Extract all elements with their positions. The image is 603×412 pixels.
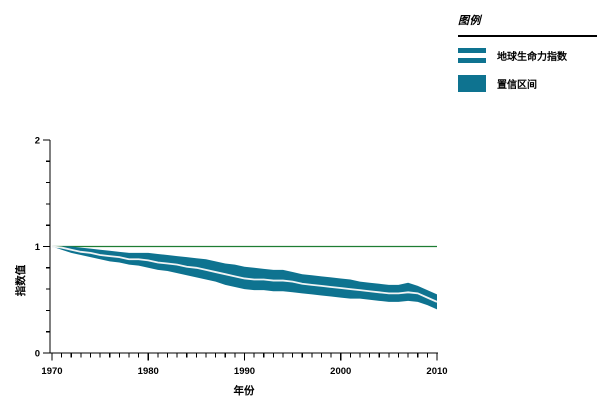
ci-swatch-icon bbox=[458, 75, 486, 92]
legend-divider bbox=[458, 35, 597, 37]
y-tick-label-2: 2 bbox=[35, 136, 40, 147]
legend: 图例 地球生命力指数 置信区间 bbox=[458, 12, 597, 104]
x-tick-label-1970: 1970 bbox=[41, 366, 62, 377]
y-tick-label-1: 1 bbox=[35, 242, 41, 253]
lpi-line-band-swatch-icon bbox=[458, 48, 486, 63]
legend-label-ci: 置信区间 bbox=[497, 80, 537, 91]
y-axis-title: 指数值 bbox=[14, 264, 27, 296]
legend-title: 图例 bbox=[458, 15, 481, 27]
legend-item-lpi: 地球生命力指数 bbox=[458, 48, 597, 63]
x-tick-label-2000: 2000 bbox=[330, 366, 351, 377]
x-tick-label-1980: 1980 bbox=[138, 366, 159, 377]
x-tick-label-2010: 2010 bbox=[426, 366, 447, 377]
x-tick-label-1990: 1990 bbox=[234, 366, 255, 377]
y-tick-label-0: 0 bbox=[35, 349, 40, 360]
lpi-index-line bbox=[51, 245, 438, 303]
x-axis-title: 年份 bbox=[234, 384, 255, 397]
legend-item-ci: 置信区间 bbox=[458, 75, 597, 92]
legend-label-lpi: 地球生命力指数 bbox=[497, 52, 567, 63]
